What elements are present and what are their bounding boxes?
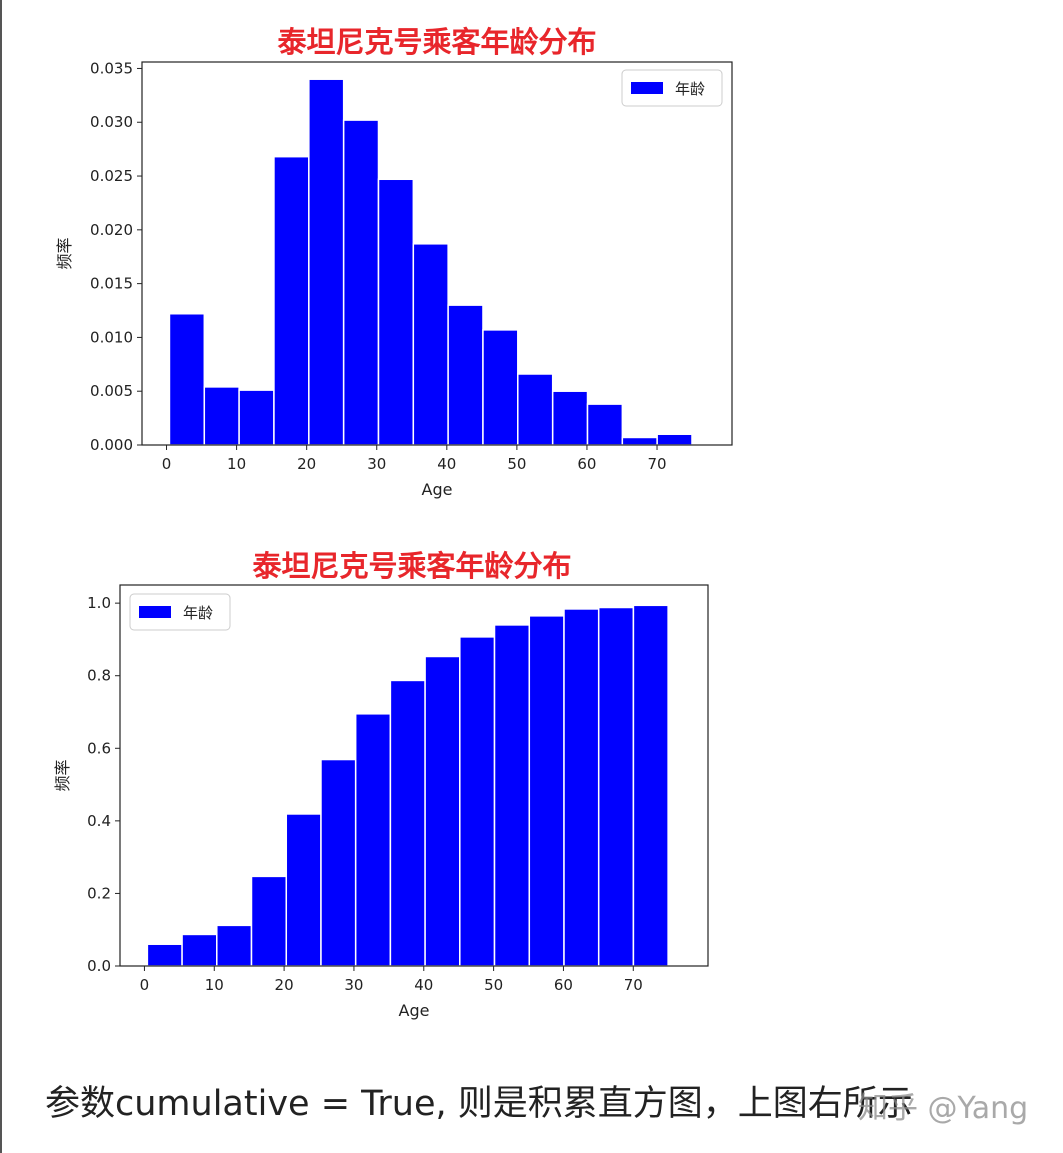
histogram-bar bbox=[597, 606, 635, 967]
legend: 年龄 bbox=[129, 593, 231, 631]
x-axis-label: Age bbox=[422, 480, 453, 499]
caption-text: 参数cumulative = True, 则是积累直方图，上图右所示 bbox=[45, 1084, 913, 1124]
histogram-bar bbox=[656, 433, 693, 446]
histogram-chart: 泰坦尼克号乘客年龄分布 0 10 20 30 40 50 60 70 0.000 0.005 0.01… bbox=[55, 25, 733, 499]
x-axis-label: Age bbox=[399, 1001, 430, 1020]
histogram-bar bbox=[621, 436, 658, 446]
histogram-bar bbox=[551, 390, 589, 446]
left-border bbox=[0, 0, 2, 1153]
y-tick-label: 1.0 bbox=[87, 594, 111, 612]
legend-box bbox=[621, 69, 723, 107]
histogram-bar bbox=[250, 875, 288, 967]
x-tick-label: 70 bbox=[647, 455, 666, 473]
histogram-bar bbox=[354, 713, 392, 967]
histogram-bar bbox=[424, 655, 461, 967]
y-tick-label: 0.2 bbox=[87, 884, 111, 902]
histogram-bar bbox=[273, 155, 310, 446]
legend-swatch bbox=[631, 82, 663, 94]
y-tick-label: 0.000 bbox=[90, 436, 133, 454]
y-tick-label: 0.035 bbox=[90, 59, 133, 77]
histogram-bar bbox=[308, 78, 345, 446]
histogram-bar bbox=[238, 389, 275, 446]
x-tick-label: 10 bbox=[227, 455, 246, 473]
y-tick-label: 0.4 bbox=[87, 812, 111, 830]
x-tick-label: 10 bbox=[205, 976, 224, 994]
y-tick-label: 0.015 bbox=[90, 275, 133, 293]
histogram-bar bbox=[342, 119, 380, 446]
x-tick-label: 50 bbox=[484, 976, 503, 994]
histogram-bar bbox=[447, 304, 484, 446]
x-tick-label: 0 bbox=[162, 455, 172, 473]
x-tick-label: 30 bbox=[367, 455, 386, 473]
histogram-bar bbox=[377, 178, 415, 446]
cumulative-histogram-chart: 泰坦尼克号乘客年龄分布 0 10 20 30 40 50 60 70 0.0 0.2 0.4 0.6 0.… bbox=[53, 549, 709, 1020]
y-tick-label: 0.0 bbox=[87, 957, 111, 975]
watermark-text: 知乎 @Yang bbox=[858, 1091, 1029, 1126]
plot-frame bbox=[141, 61, 733, 446]
plot-frame bbox=[119, 584, 709, 967]
x-tick-label: 40 bbox=[437, 455, 456, 473]
histogram-bar bbox=[563, 608, 600, 967]
x-tick-label: 60 bbox=[577, 455, 596, 473]
x-tick-label: 0 bbox=[140, 976, 150, 994]
chart-title: 泰坦尼克号乘客年龄分布 bbox=[252, 549, 571, 583]
x-tick-label: 30 bbox=[344, 976, 363, 994]
x-tick-label: 40 bbox=[414, 976, 433, 994]
legend: 年龄 bbox=[621, 69, 723, 107]
legend-swatch bbox=[139, 606, 171, 618]
histogram-bar bbox=[493, 624, 531, 967]
histogram-bar bbox=[146, 943, 183, 967]
x-tick-label: 20 bbox=[297, 455, 316, 473]
x-tick-label: 60 bbox=[554, 976, 573, 994]
x-tick-label: 70 bbox=[624, 976, 643, 994]
chart-title: 泰坦尼克号乘客年龄分布 bbox=[277, 25, 596, 59]
histogram-bar bbox=[482, 329, 519, 446]
y-tick-label: 0.030 bbox=[90, 113, 133, 131]
y-tick-label: 0.025 bbox=[90, 167, 133, 185]
y-tick-label: 0.010 bbox=[90, 328, 133, 346]
legend-label: 年龄 bbox=[675, 80, 705, 98]
histogram-bar bbox=[285, 813, 322, 967]
histogram-bar bbox=[203, 386, 240, 446]
x-tick-label: 50 bbox=[507, 455, 526, 473]
x-tick-label: 20 bbox=[275, 976, 294, 994]
y-tick-label: 0.6 bbox=[87, 739, 111, 757]
histogram-bar bbox=[216, 924, 253, 967]
histogram-bar bbox=[586, 403, 624, 446]
histogram-bar bbox=[389, 679, 426, 967]
y-axis-label: 频率 bbox=[55, 237, 74, 269]
histogram-bar bbox=[528, 615, 565, 967]
y-axis-label: 频率 bbox=[53, 759, 72, 791]
y-tick-label: 0.005 bbox=[90, 382, 133, 400]
legend-label: 年龄 bbox=[183, 604, 213, 622]
histogram-bar bbox=[168, 312, 206, 446]
histogram-bar bbox=[320, 758, 357, 967]
legend-box bbox=[129, 593, 231, 631]
histogram-bar bbox=[459, 636, 496, 967]
histogram-bar bbox=[181, 933, 218, 967]
y-tick-label: 0.8 bbox=[87, 667, 111, 685]
histogram-bar bbox=[517, 373, 554, 446]
histogram-bar bbox=[412, 243, 449, 446]
histogram-bar bbox=[632, 604, 669, 967]
y-tick-label: 0.020 bbox=[90, 221, 133, 239]
